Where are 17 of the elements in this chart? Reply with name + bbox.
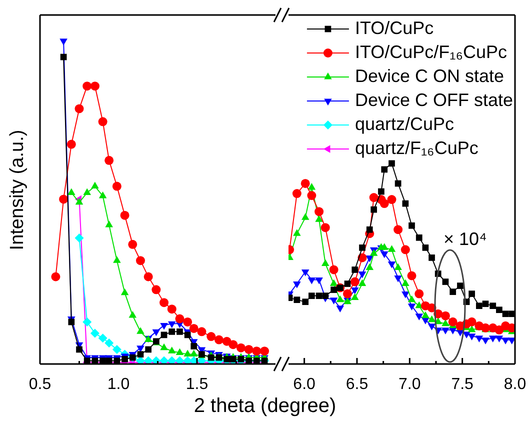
x-tick-label: 6.0 (293, 376, 316, 394)
legend-label: quartz/CuPc (354, 114, 454, 134)
legend-label: Device C ON state (354, 66, 504, 86)
x-tick-label: 7.5 (451, 376, 474, 394)
x-axis-title: 2 theta (degree) (192, 395, 338, 418)
legend-label: quartz/F₁₆CuPc (354, 138, 478, 158)
x-tick-label: 0.5 (28, 376, 52, 394)
y-axis-title: Intensity (a.u.) (7, 129, 29, 250)
x-tick-label: 7.0 (398, 376, 421, 394)
legend-label: Device C OFF state (354, 90, 514, 110)
x-tick-label: 1.5 (186, 376, 208, 394)
annotation: × 10⁴ (444, 228, 487, 249)
legend-label: ITO/CuPc/F₁₆CuPc (354, 42, 508, 62)
x-tick-label: 8.0 (504, 376, 526, 394)
legend-label: ITO/CuPc (354, 18, 434, 38)
x-tick-label: 1.0 (107, 376, 130, 394)
x-tick-label: 6.5 (346, 376, 368, 394)
